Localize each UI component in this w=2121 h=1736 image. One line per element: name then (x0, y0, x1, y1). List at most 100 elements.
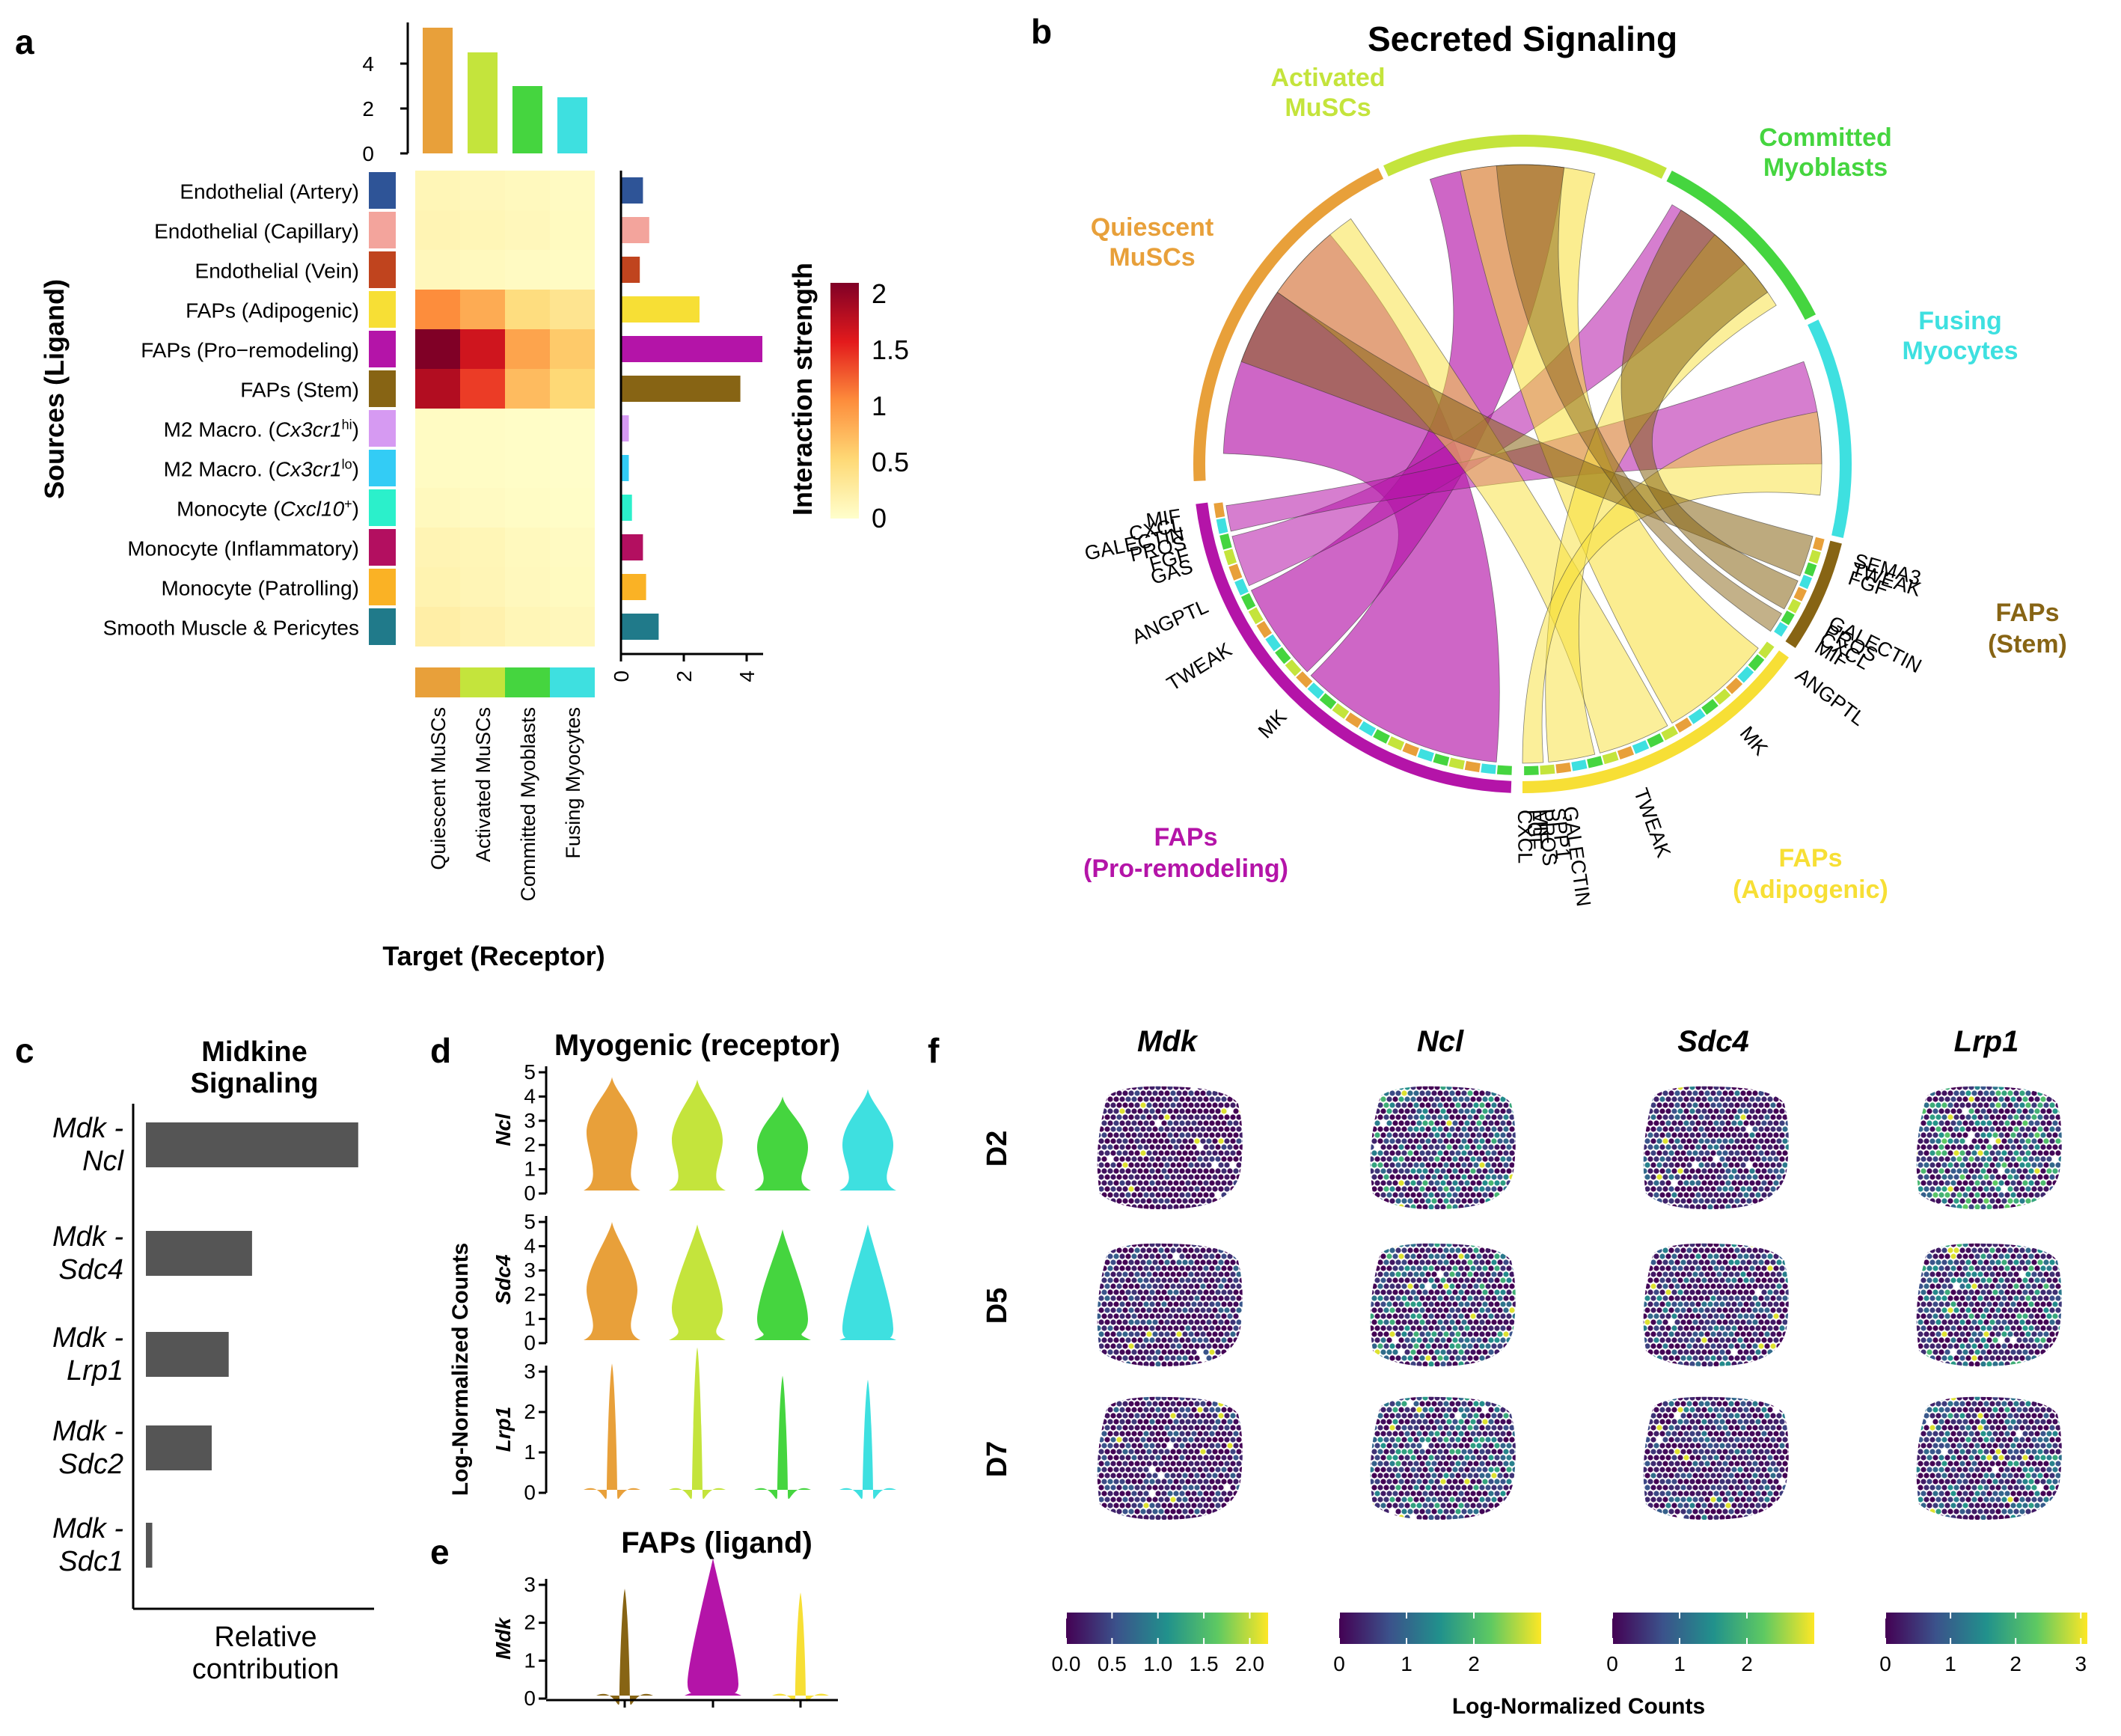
spatial-spot (1752, 1307, 1758, 1313)
spatial-spot (1149, 1144, 1155, 1150)
spatial-spot (1909, 1253, 1914, 1259)
spatial-spot (1643, 1247, 1644, 1253)
spatial-spot (1098, 1307, 1104, 1313)
spatial-spot (1179, 1325, 1185, 1331)
spatial-spot (1179, 1361, 1185, 1367)
spatial-spot (1671, 1180, 1677, 1186)
spatial-spot (1227, 1277, 1233, 1283)
spatial-spot (1515, 1367, 1520, 1372)
spatial-spot (1938, 1180, 1944, 1186)
spatial-spot (1158, 1283, 1164, 1289)
spatial-spot (1374, 1156, 1380, 1162)
spatial-spot (1152, 1210, 1157, 1215)
midkine-pair-label: Sdc4 (58, 1254, 123, 1286)
spatial-spot (1434, 1108, 1440, 1114)
spatial-spot (1932, 1243, 1938, 1247)
spatial-spot (1668, 1355, 1674, 1361)
spatial-spot (1680, 1355, 1686, 1361)
spatial-spot (1710, 1162, 1716, 1168)
spatial-spot (1701, 1313, 1707, 1319)
spatial-spot (1209, 1120, 1215, 1126)
spatial-spot (1200, 1210, 1205, 1215)
spatial-spot (1932, 1265, 1938, 1271)
spatial-spot (2001, 1259, 2007, 1265)
spatial-spot (1227, 1204, 1233, 1210)
spatial-spot (1989, 1307, 1995, 1313)
spatial-spot (1704, 1355, 1710, 1361)
spatial-spot (1101, 1144, 1107, 1150)
spatial-spot (2016, 1132, 2022, 1138)
spatial-spot (1704, 1126, 1710, 1132)
spatial-spot (1956, 1120, 1962, 1126)
spatial-spot (1101, 1325, 1107, 1331)
spatial-spot (1434, 1325, 1440, 1331)
spatial-spot (1983, 1198, 1989, 1204)
spatial-spot (1719, 1289, 1725, 1295)
spatial-spot (1479, 1138, 1485, 1144)
spatial-spot (1764, 1102, 1770, 1108)
spatial-spot (1746, 1283, 1752, 1289)
spatial-spot (1668, 1162, 1674, 1168)
spatial-spot (1116, 1150, 1122, 1156)
spatial-spot (2043, 1126, 2049, 1132)
spatial-spot (2025, 1259, 2031, 1265)
spatial-spot (1755, 1265, 1761, 1271)
spatial-spot (1125, 1349, 1131, 1355)
spatial-spot (1370, 1102, 1371, 1108)
spatial-spot (1206, 1138, 1212, 1144)
spatial-spot (1185, 1144, 1191, 1150)
spatial-spot (1146, 1247, 1152, 1253)
spatial-spot (1097, 1180, 1101, 1186)
spatial-spot (1788, 1138, 1789, 1144)
spatial-spot (1128, 1271, 1134, 1277)
spatial-spot (1983, 1247, 1989, 1253)
spatial-spot (1407, 1162, 1413, 1168)
spatial-spot (1926, 1289, 1932, 1295)
spatial-spot (1242, 1174, 1243, 1180)
spatial-spot (1950, 1289, 1956, 1295)
spatial-spot (1671, 1132, 1677, 1138)
spatial-spot (1134, 1343, 1140, 1349)
spatial-spot (1386, 1325, 1392, 1331)
spatial-spot (1758, 1271, 1764, 1277)
spatial-spot (2034, 1156, 2040, 1162)
spatial-spot (1770, 1343, 1776, 1349)
spatial-spot (1110, 1102, 1116, 1108)
spatial-spot (1941, 1078, 1947, 1084)
spatial-spot (1206, 1283, 1212, 1289)
spatial-spot (1944, 1120, 1950, 1126)
spatial-spot (1113, 1192, 1119, 1198)
spatial-spot (2040, 1289, 2046, 1295)
spatial-spot (2025, 1114, 2031, 1120)
spatial-spot (2049, 1186, 2055, 1192)
spatial-spot (1239, 1301, 1243, 1307)
spatial-spot (1140, 1259, 1146, 1265)
spatial-spot (1173, 1349, 1179, 1355)
spatial-spot (1149, 1289, 1155, 1295)
spatial-spot (1707, 1265, 1713, 1271)
spatial-spot (1158, 1090, 1164, 1096)
spatial-spot (1650, 1343, 1656, 1349)
spatial-spot (1467, 1271, 1473, 1277)
spatial-spot (1185, 1361, 1191, 1367)
spatial-spot (1404, 1120, 1410, 1126)
spatial-spot (1923, 1283, 1929, 1289)
spatial-spot (1918, 1162, 1923, 1168)
spatial-spot (1194, 1198, 1200, 1204)
spatial-spot (1731, 1265, 1737, 1271)
spatial-spot (1392, 1313, 1398, 1319)
spatial-spot (2043, 1162, 2049, 1168)
spatial-spot (1227, 1361, 1233, 1367)
spatial-spot (1416, 1180, 1422, 1186)
spatial-spot (1365, 1235, 1371, 1241)
spatial-spot (1674, 1355, 1680, 1361)
spatial-spot (1980, 1301, 1986, 1307)
spatial-spot (1370, 1301, 1374, 1307)
spatial-spot (1365, 1210, 1371, 1215)
spatial-spot (1656, 1307, 1662, 1313)
spatial-spot (1974, 1096, 1980, 1102)
spatial-spot (1689, 1144, 1695, 1150)
spatial-spot (1212, 1210, 1217, 1215)
spatial-spot (1662, 1367, 1668, 1372)
spatial-spot (1779, 1144, 1785, 1150)
